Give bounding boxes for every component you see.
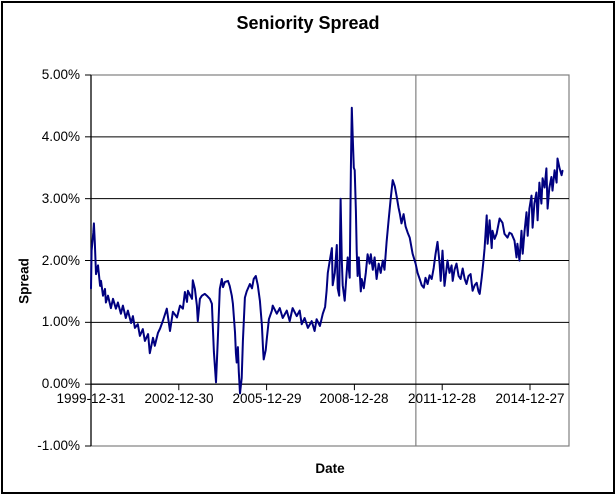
x-axis-title: Date (315, 461, 345, 476)
x-tick-label: 2008-12-28 (319, 391, 389, 406)
x-tick-label: 2014-12-27 (495, 391, 565, 406)
y-tick-label: 3.00% (41, 191, 80, 206)
x-tick-label: 2002-12-30 (144, 391, 214, 406)
chart-title: Seniority Spread (236, 13, 380, 33)
x-tick-label: 2005-12-29 (232, 391, 302, 406)
y-tick-label: 2.00% (41, 253, 80, 268)
y-tick-label: 5.00% (41, 67, 80, 82)
y-tick-label: 4.00% (41, 129, 80, 144)
y-tick-label: 1.00% (41, 314, 80, 329)
y-tick-label: 0.00% (41, 376, 80, 391)
y-tick-label: -1.00% (37, 438, 80, 453)
x-tick-label: 1999-12-31 (56, 391, 126, 406)
x-tick-label: 2011-12-28 (407, 391, 477, 406)
series-line-seniority-spread (90, 106, 564, 395)
